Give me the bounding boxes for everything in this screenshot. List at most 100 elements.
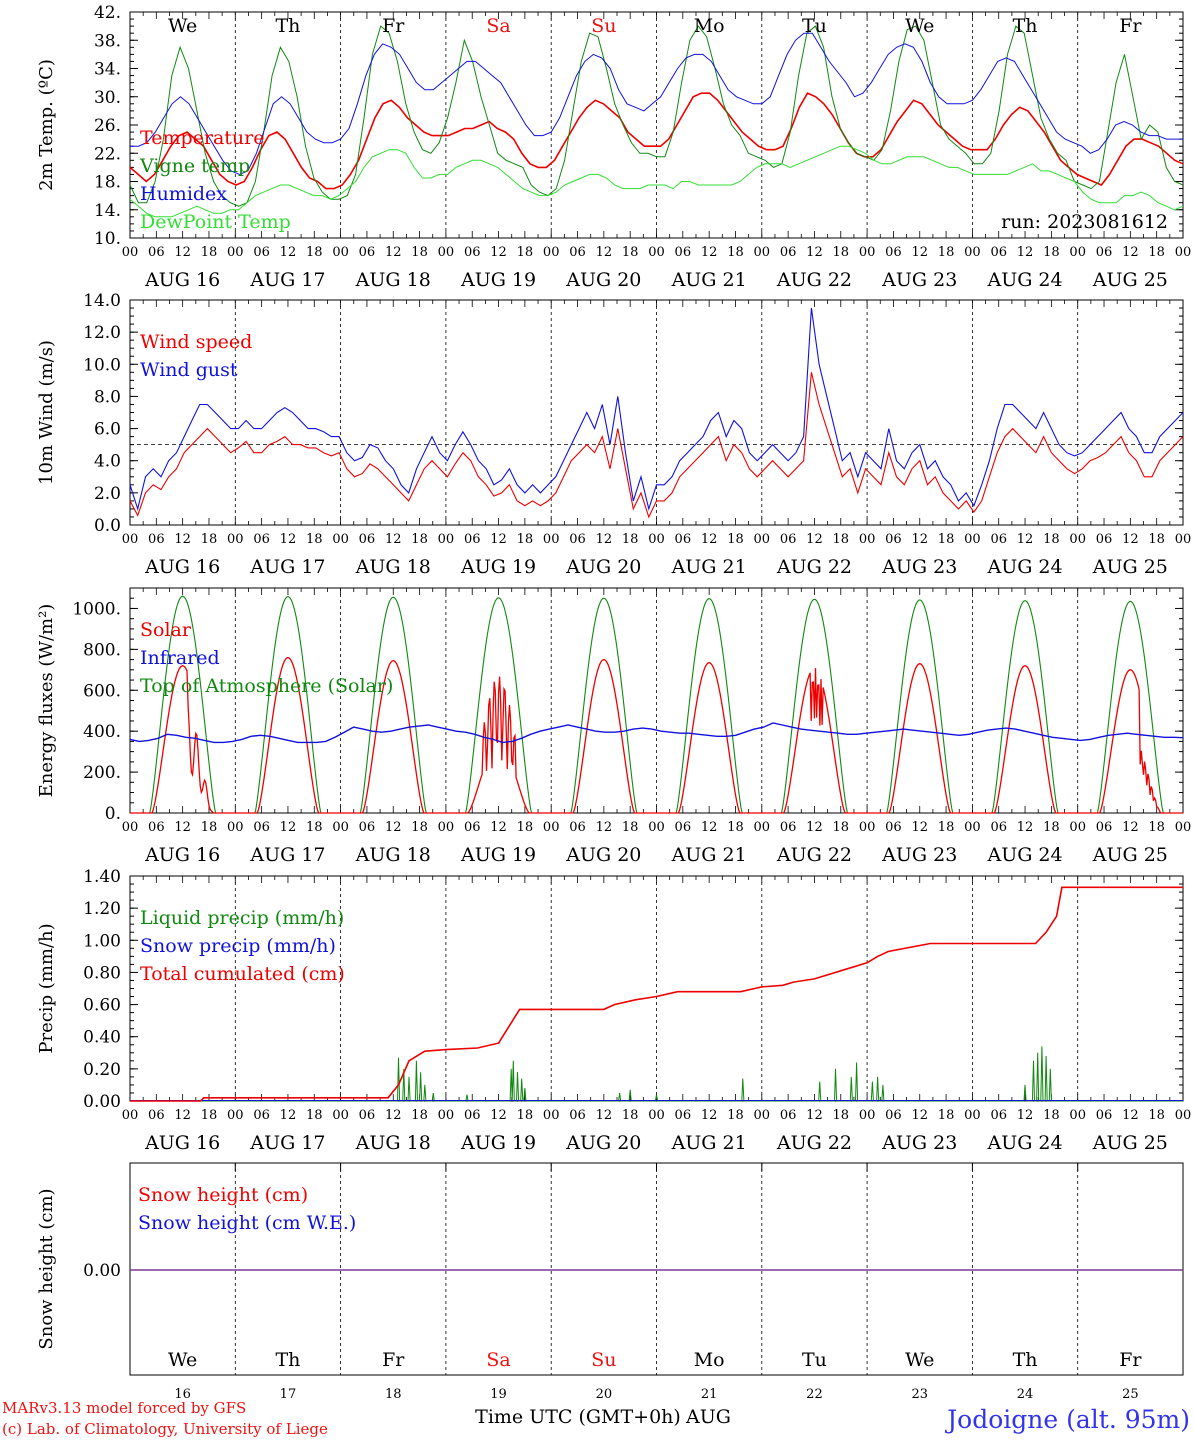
y-tick-label: 14. (94, 201, 121, 221)
hour-label: 12 (911, 1108, 928, 1123)
hour-label: 00 (859, 820, 876, 835)
hour-label: 18 (201, 1108, 218, 1123)
day-number: 18 (385, 1387, 402, 1402)
plot-border (129, 587, 1184, 814)
series-line-infrared (129, 722, 1184, 744)
day-number: 23 (911, 1387, 928, 1402)
panel-3-frame: 0.00 0.20 0.40 0.60 0.80 1.00 1.20 1.40 (83, 867, 1184, 1112)
hour-label: 12 (490, 245, 507, 260)
series-line-wind-gust (129, 307, 1184, 511)
y-tick-label: 26. (94, 116, 121, 136)
y-tick-label: 30. (94, 88, 121, 108)
hour-label: 18 (1043, 820, 1060, 835)
day-letter: Th (275, 1349, 300, 1371)
date-label: AUG 25 (1092, 556, 1168, 578)
plot-border (129, 299, 1184, 526)
legend-infrared: Infrared (140, 647, 220, 669)
series-line-humidex (130, 32, 1183, 175)
legend-snow-precip-mm-h-: Snow precip (mm/h) (140, 935, 336, 957)
hour-label: 00 (227, 532, 244, 547)
date-label: AUG 17 (249, 556, 325, 578)
y-axis-label: Precip (mm/h) (36, 923, 57, 1053)
hour-label: 18 (938, 820, 955, 835)
hour-label: 06 (359, 532, 376, 547)
y-axis-label: 10m Wind (m/s) (36, 340, 57, 485)
date-label: AUG 24 (986, 556, 1062, 578)
hour-label: 12 (280, 820, 297, 835)
hour-label: 06 (675, 820, 692, 835)
day-letter: Th (1013, 1349, 1038, 1371)
day-number: 21 (701, 1387, 718, 1402)
date-label: AUG 22 (776, 1132, 852, 1154)
hour-label: 12 (1017, 532, 1034, 547)
y-tick-label: 12.0 (83, 323, 121, 343)
y-tick-label: 14.0 (83, 291, 121, 311)
date-label: AUG 17 (249, 1132, 325, 1154)
date-label: AUG 19 (460, 1132, 536, 1154)
y-tick-label: 8.0 (94, 387, 121, 407)
date-label: AUG 22 (776, 844, 852, 866)
date-label: AUG 20 (565, 1132, 641, 1154)
y-tick-label: 1.20 (83, 899, 121, 919)
hour-label: 00 (543, 245, 560, 260)
x-axis-labels-3: 00 06 12 18 AUG 16 00 06 12 18 AUG 17 00 06 12 18 AUG … (122, 1108, 1192, 1154)
hour-label: 18 (833, 532, 850, 547)
date-label: AUG 18 (355, 556, 431, 578)
hour-label: 18 (622, 820, 639, 835)
y-tick-label: 400. (83, 722, 121, 742)
hour-label: 12 (701, 1108, 718, 1123)
day-number: 22 (806, 1387, 823, 1402)
hour-label: 06 (990, 820, 1007, 835)
day-letter: We (905, 15, 934, 37)
y-tick-label: 1.00 (83, 931, 121, 951)
x-axis-labels-0: 00 06 12 18 AUG 16 00 06 12 18 AUG 17 00 06 12 18 AUG … (122, 245, 1192, 291)
hour-label: 00 (964, 532, 981, 547)
day-letter: Mo (694, 15, 725, 37)
y-tick-label: 0. (105, 804, 121, 824)
y-tick-label: 18. (94, 173, 121, 193)
hour-label: 06 (253, 245, 270, 260)
hour-label: 12 (596, 1108, 613, 1123)
hour-label: 00 (122, 245, 139, 260)
hour-label: 18 (833, 1108, 850, 1123)
y-tick-label: 42. (94, 3, 121, 23)
legend-humidex: Humidex (140, 183, 227, 205)
day-letter: Mo (694, 1349, 725, 1371)
date-label: AUG 23 (881, 269, 957, 291)
hour-label: 12 (385, 245, 402, 260)
series-line-total-cumulated (130, 886, 1183, 1102)
x-axis-title: Time UTC (GMT+0h) (475, 1406, 681, 1428)
hour-label: 18 (411, 1108, 428, 1123)
date-label: AUG 17 (249, 844, 325, 866)
hour-label: 00 (1069, 820, 1086, 835)
hour-label: 12 (1017, 245, 1034, 260)
hour-label: 12 (806, 820, 823, 835)
hour-label: 12 (490, 820, 507, 835)
series-line-solar (130, 656, 1183, 814)
hour-label: 12 (174, 820, 191, 835)
date-label: AUG 20 (565, 269, 641, 291)
date-label: AUG 16 (144, 556, 220, 578)
series-line-vigne-temp (129, 25, 1184, 207)
y-tick-label: 6.0 (94, 420, 121, 440)
hour-label: 00 (1175, 1108, 1192, 1123)
day-letter: Tu (802, 15, 827, 37)
hour-label: 00 (754, 245, 771, 260)
date-label: AUG 21 (671, 844, 747, 866)
hour-label: 00 (859, 1108, 876, 1123)
hour-label: 06 (569, 532, 586, 547)
hour-label: 00 (438, 532, 455, 547)
hour-label: 06 (990, 1108, 1007, 1123)
run-label: run: 2023081612 (1001, 211, 1168, 233)
hour-label: 18 (411, 532, 428, 547)
hour-label: 18 (1148, 1108, 1165, 1123)
date-label: AUG 24 (986, 269, 1062, 291)
y-tick-label: 0.80 (83, 963, 121, 983)
hour-label: 18 (517, 820, 534, 835)
date-label: AUG 16 (144, 269, 220, 291)
day-letter: We (905, 1349, 934, 1371)
date-label: AUG 25 (1092, 844, 1168, 866)
hour-label: 00 (754, 532, 771, 547)
hour-label: 00 (332, 532, 349, 547)
